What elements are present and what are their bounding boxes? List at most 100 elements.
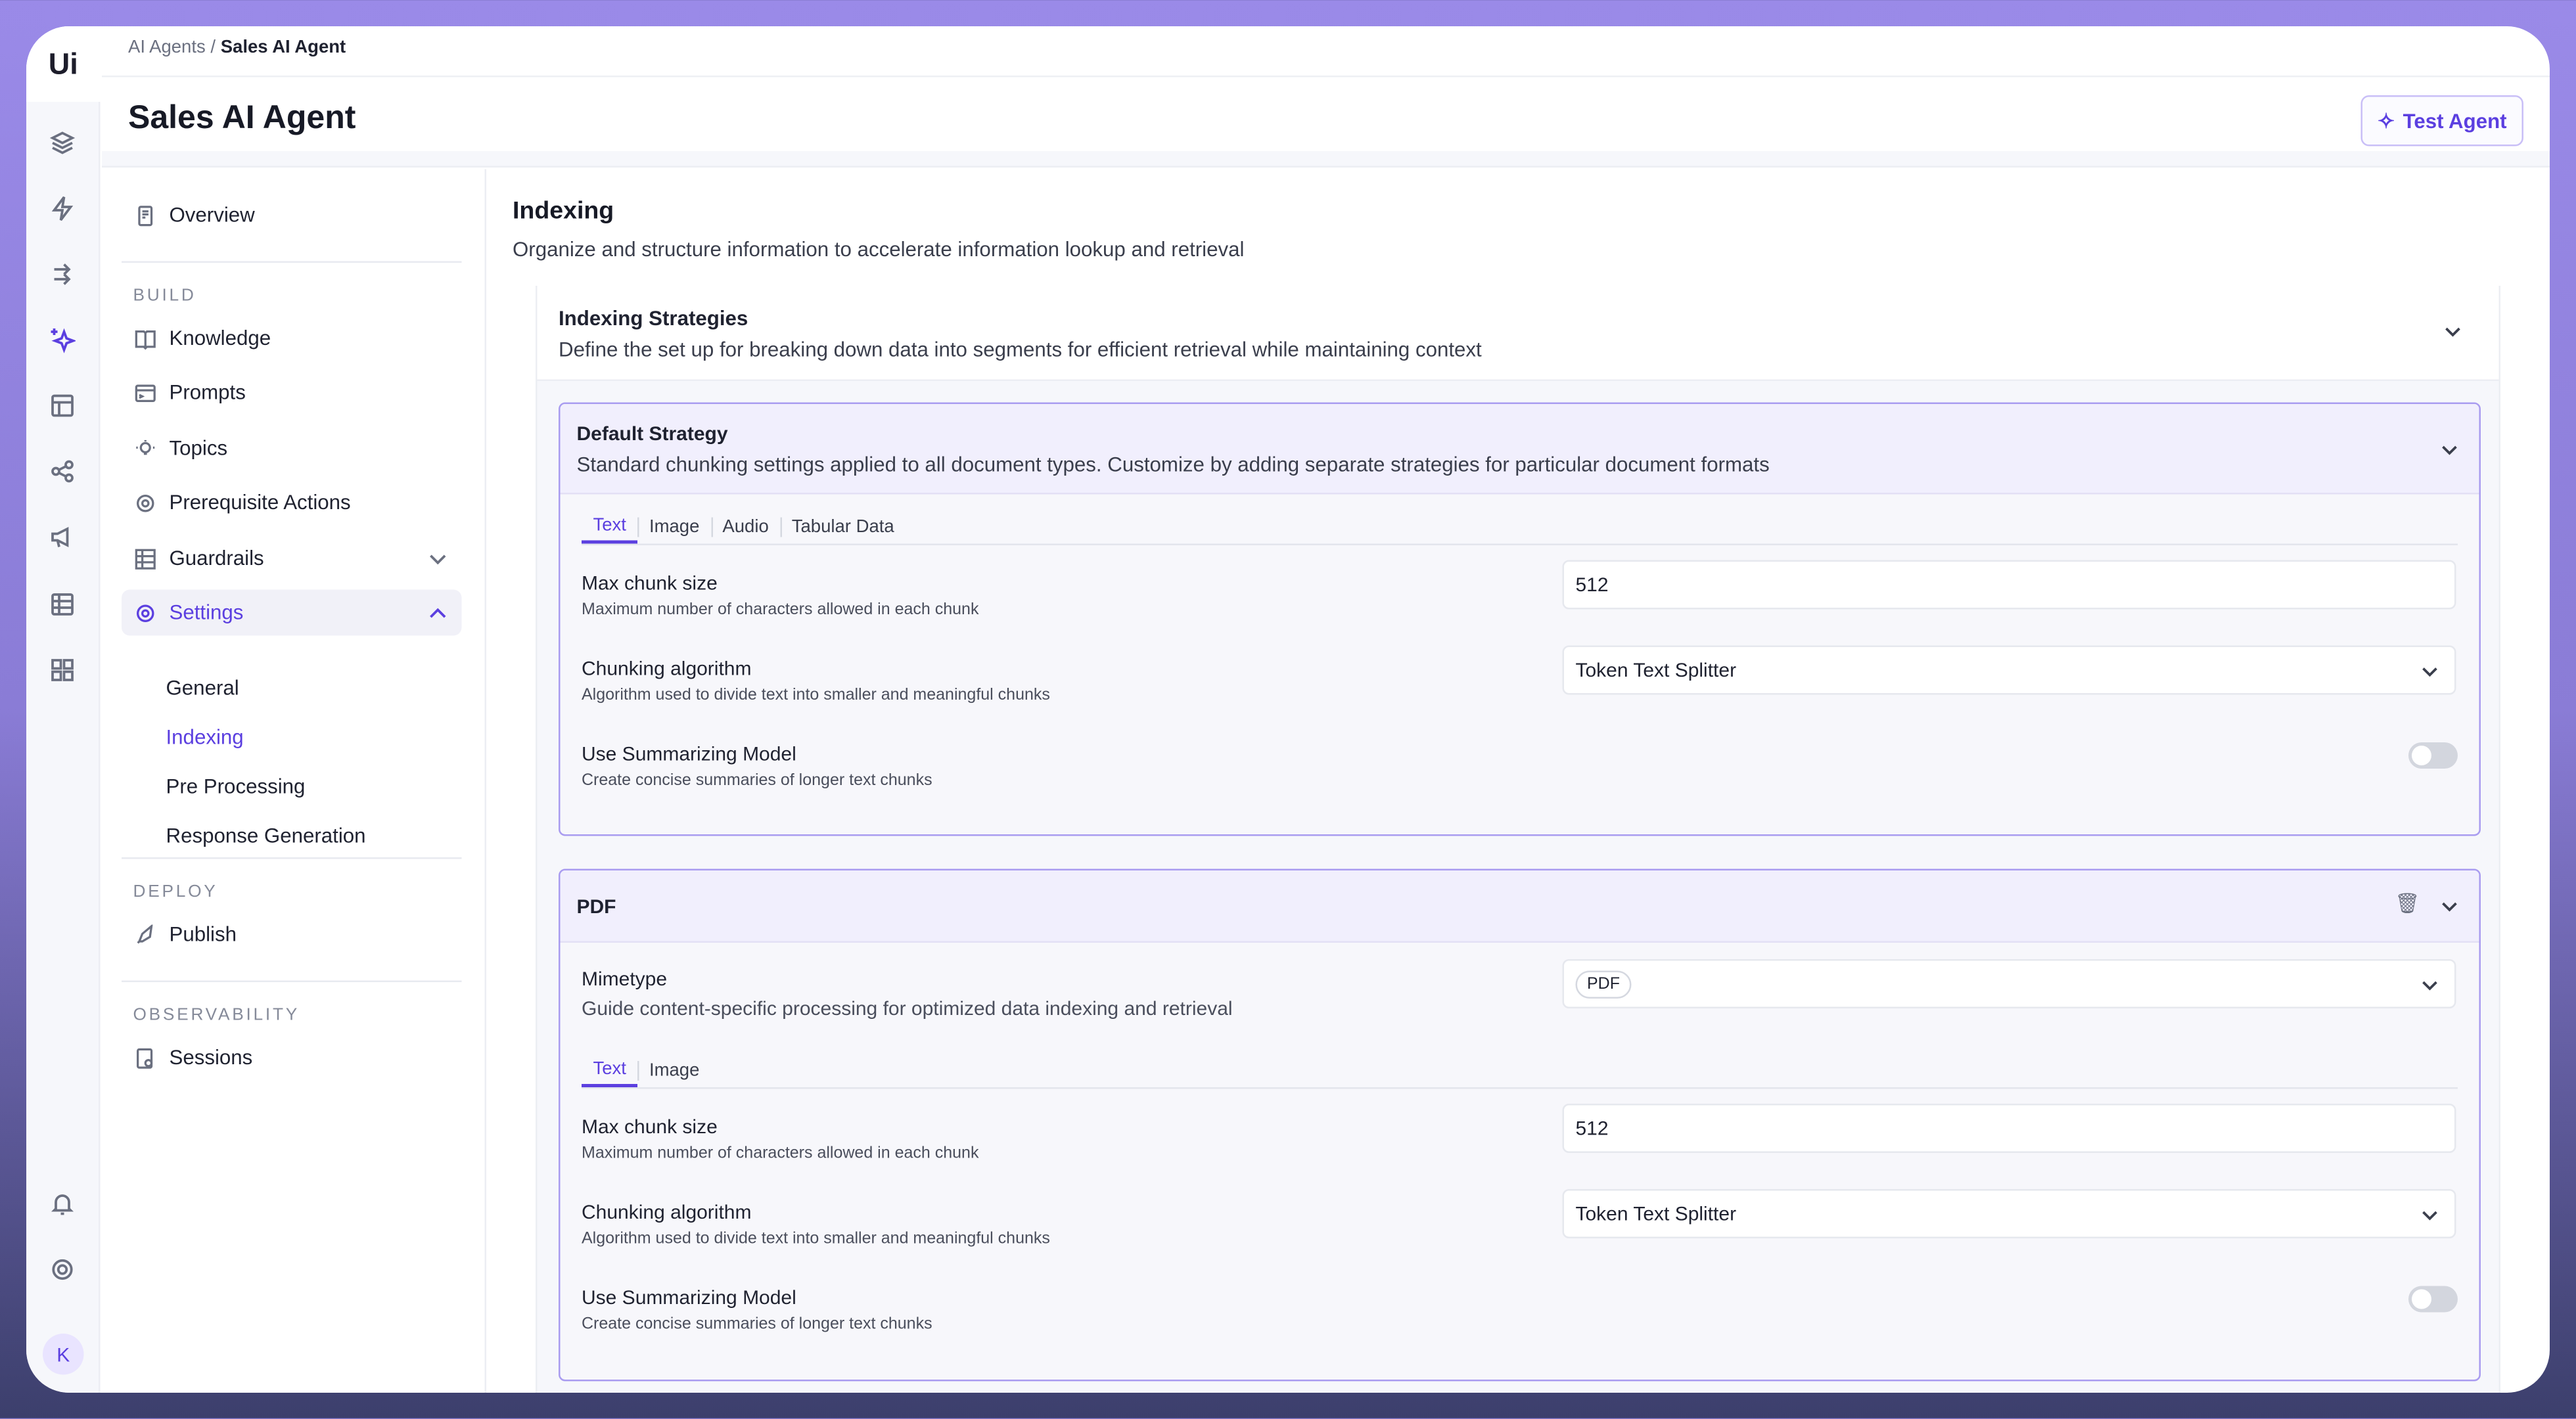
mimetype-select[interactable]: PDF bbox=[1562, 959, 2456, 1008]
chevron-down-icon[interactable] bbox=[2440, 897, 2460, 916]
test-agent-button[interactable]: ✧ Test Agent bbox=[2360, 95, 2523, 146]
section-description: Organize and structure information to ac… bbox=[513, 238, 1245, 261]
nav-label: Settings bbox=[169, 601, 244, 624]
divider bbox=[122, 980, 462, 982]
max-chunk-input[interactable]: 512 bbox=[1562, 560, 2456, 610]
max-chunk-input[interactable]: 512 bbox=[1562, 1104, 2456, 1153]
tab-audio[interactable]: Audio bbox=[710, 509, 780, 544]
bell-icon[interactable] bbox=[46, 1188, 79, 1221]
nav-sessions[interactable]: Sessions bbox=[122, 1035, 462, 1081]
pdf-strategy-card: PDF 🗑 Mimetype Guide content-specific pr… bbox=[559, 868, 2481, 1382]
section-deploy: DEPLOY bbox=[133, 882, 218, 902]
tab-tabular-data[interactable]: Tabular Data bbox=[780, 509, 906, 544]
trash-icon[interactable]: 🗑 bbox=[2395, 891, 2420, 915]
mimetype-chip: PDF bbox=[1575, 970, 1632, 998]
tab-image[interactable]: Image bbox=[637, 509, 710, 544]
default-strategy-header[interactable]: Default Strategy Standard chunking setti… bbox=[560, 404, 2479, 495]
book-icon bbox=[135, 329, 156, 349]
nav-guardrails[interactable]: Guardrails bbox=[122, 535, 462, 581]
nav-settings[interactable]: Settings bbox=[122, 589, 462, 636]
table-icon[interactable] bbox=[46, 588, 79, 621]
breadcrumb-separator: / bbox=[210, 37, 216, 58]
field-label: Max chunk size bbox=[582, 572, 718, 595]
card-title: PDF bbox=[576, 895, 616, 918]
icon-rail: Ui K bbox=[26, 26, 101, 1393]
chunking-algorithm-select[interactable]: Token Text Splitter bbox=[1562, 645, 2456, 695]
divider bbox=[122, 261, 462, 263]
breadcrumb-current: Sales AI Agent bbox=[220, 37, 346, 58]
chevron-down-icon bbox=[427, 548, 449, 570]
divider bbox=[102, 76, 2550, 78]
field-label: Mimetype bbox=[582, 967, 668, 991]
nav-pre-processing[interactable]: Pre Processing bbox=[166, 775, 306, 798]
max-chunk-row: Max chunk size Maximum number of charact… bbox=[582, 1104, 2458, 1181]
nav-indexing[interactable]: Indexing bbox=[166, 726, 244, 749]
field-help: Maximum number of characters allowed in … bbox=[582, 1144, 979, 1163]
card-description: Standard chunking settings applied to al… bbox=[576, 453, 1770, 476]
breadcrumb-parent[interactable]: AI Agents bbox=[128, 37, 206, 58]
megaphone-icon[interactable] bbox=[46, 521, 79, 554]
nav-knowledge[interactable]: Knowledge bbox=[122, 315, 462, 361]
section-build: BUILD bbox=[133, 286, 196, 305]
summarizing-row: Use Summarizing Model Create concise sum… bbox=[582, 1286, 2458, 1352]
tabs: Text Image bbox=[582, 1053, 2458, 1089]
nav-label: Guardrails bbox=[169, 547, 264, 570]
sparkle-icon[interactable] bbox=[46, 324, 79, 357]
breadcrumb: AI Agents / Sales AI Agent bbox=[128, 38, 346, 58]
strategies-description: Define the set up for breaking down data… bbox=[559, 338, 1482, 361]
summarizing-toggle[interactable] bbox=[2408, 1286, 2458, 1313]
card-title: Default Strategy bbox=[576, 422, 728, 445]
nav-label: Prerequisite Actions bbox=[169, 491, 351, 514]
chevron-down-icon[interactable] bbox=[2443, 322, 2463, 342]
avatar[interactable]: K bbox=[43, 1334, 84, 1375]
tab-text[interactable]: Text bbox=[582, 509, 638, 544]
nav-label: Publish bbox=[169, 923, 237, 946]
nav-response-generation[interactable]: Response Generation bbox=[166, 824, 366, 847]
ai-sparkle-icon: ✧ bbox=[2377, 110, 2395, 133]
select-value: Token Text Splitter bbox=[1575, 1202, 1737, 1225]
settings-nav: Overview BUILD Knowledge Prompts Topics … bbox=[102, 169, 486, 1393]
chevron-down-icon bbox=[2420, 662, 2440, 682]
pdf-strategy-header[interactable]: PDF 🗑 bbox=[560, 870, 2479, 943]
field-help: Create concise summaries of longer text … bbox=[582, 1315, 932, 1334]
field-label: Chunking algorithm bbox=[582, 657, 752, 680]
section-title: Indexing bbox=[513, 197, 614, 225]
nav-topics[interactable]: Topics bbox=[122, 426, 462, 472]
nav-general[interactable]: General bbox=[166, 677, 239, 700]
field-help: Algorithm used to divide text into small… bbox=[582, 1230, 1050, 1249]
divider bbox=[122, 857, 462, 859]
nav-label: Knowledge bbox=[169, 327, 271, 350]
nav-prompts[interactable]: Prompts bbox=[122, 370, 462, 416]
field-label: Use Summarizing Model bbox=[582, 1286, 796, 1309]
tab-image[interactable]: Image bbox=[637, 1053, 710, 1088]
layout-icon[interactable] bbox=[46, 390, 79, 422]
field-label: Chunking algorithm bbox=[582, 1200, 752, 1224]
chunking-algorithm-select[interactable]: Token Text Splitter bbox=[1562, 1189, 2456, 1238]
tab-text[interactable]: Text bbox=[582, 1053, 638, 1087]
grid-table-icon bbox=[135, 548, 156, 569]
select-value: Token Text Splitter bbox=[1575, 658, 1737, 682]
chevron-down-icon bbox=[2420, 1205, 2440, 1225]
field-label: Use Summarizing Model bbox=[582, 742, 796, 765]
nav-label: Prompts bbox=[169, 381, 246, 404]
chevron-down-icon[interactable] bbox=[2440, 440, 2460, 460]
app-window: Ui K AI Agents / Sales AI Agent Sales AI… bbox=[26, 26, 2550, 1393]
layers-icon[interactable] bbox=[46, 127, 79, 160]
nav-prerequisite-actions[interactable]: Prerequisite Actions bbox=[122, 480, 462, 526]
nav-label: Topics bbox=[169, 437, 228, 460]
summarizing-toggle[interactable] bbox=[2408, 742, 2458, 769]
flow-arrows-icon[interactable] bbox=[46, 258, 79, 291]
grid-icon[interactable] bbox=[46, 654, 79, 687]
mimetype-row: Mimetype Guide content-specific processi… bbox=[582, 959, 2458, 1033]
lightning-icon[interactable] bbox=[46, 192, 79, 225]
field-label: Max chunk size bbox=[582, 1115, 718, 1138]
indexing-strategies-panel: Indexing Strategies Define the set up fo… bbox=[536, 286, 2500, 1393]
share-icon[interactable] bbox=[46, 455, 79, 488]
chevron-up-icon bbox=[427, 602, 449, 623]
nav-label: Overview bbox=[169, 204, 255, 227]
chunking-algorithm-row: Chunking algorithm Algorithm used to div… bbox=[582, 1189, 2458, 1267]
nav-publish[interactable]: Publish bbox=[122, 912, 462, 958]
nav-overview[interactable]: Overview bbox=[122, 192, 462, 238]
strategies-header[interactable]: Indexing Strategies Define the set up fo… bbox=[537, 286, 2499, 381]
gear-icon[interactable] bbox=[46, 1253, 79, 1286]
